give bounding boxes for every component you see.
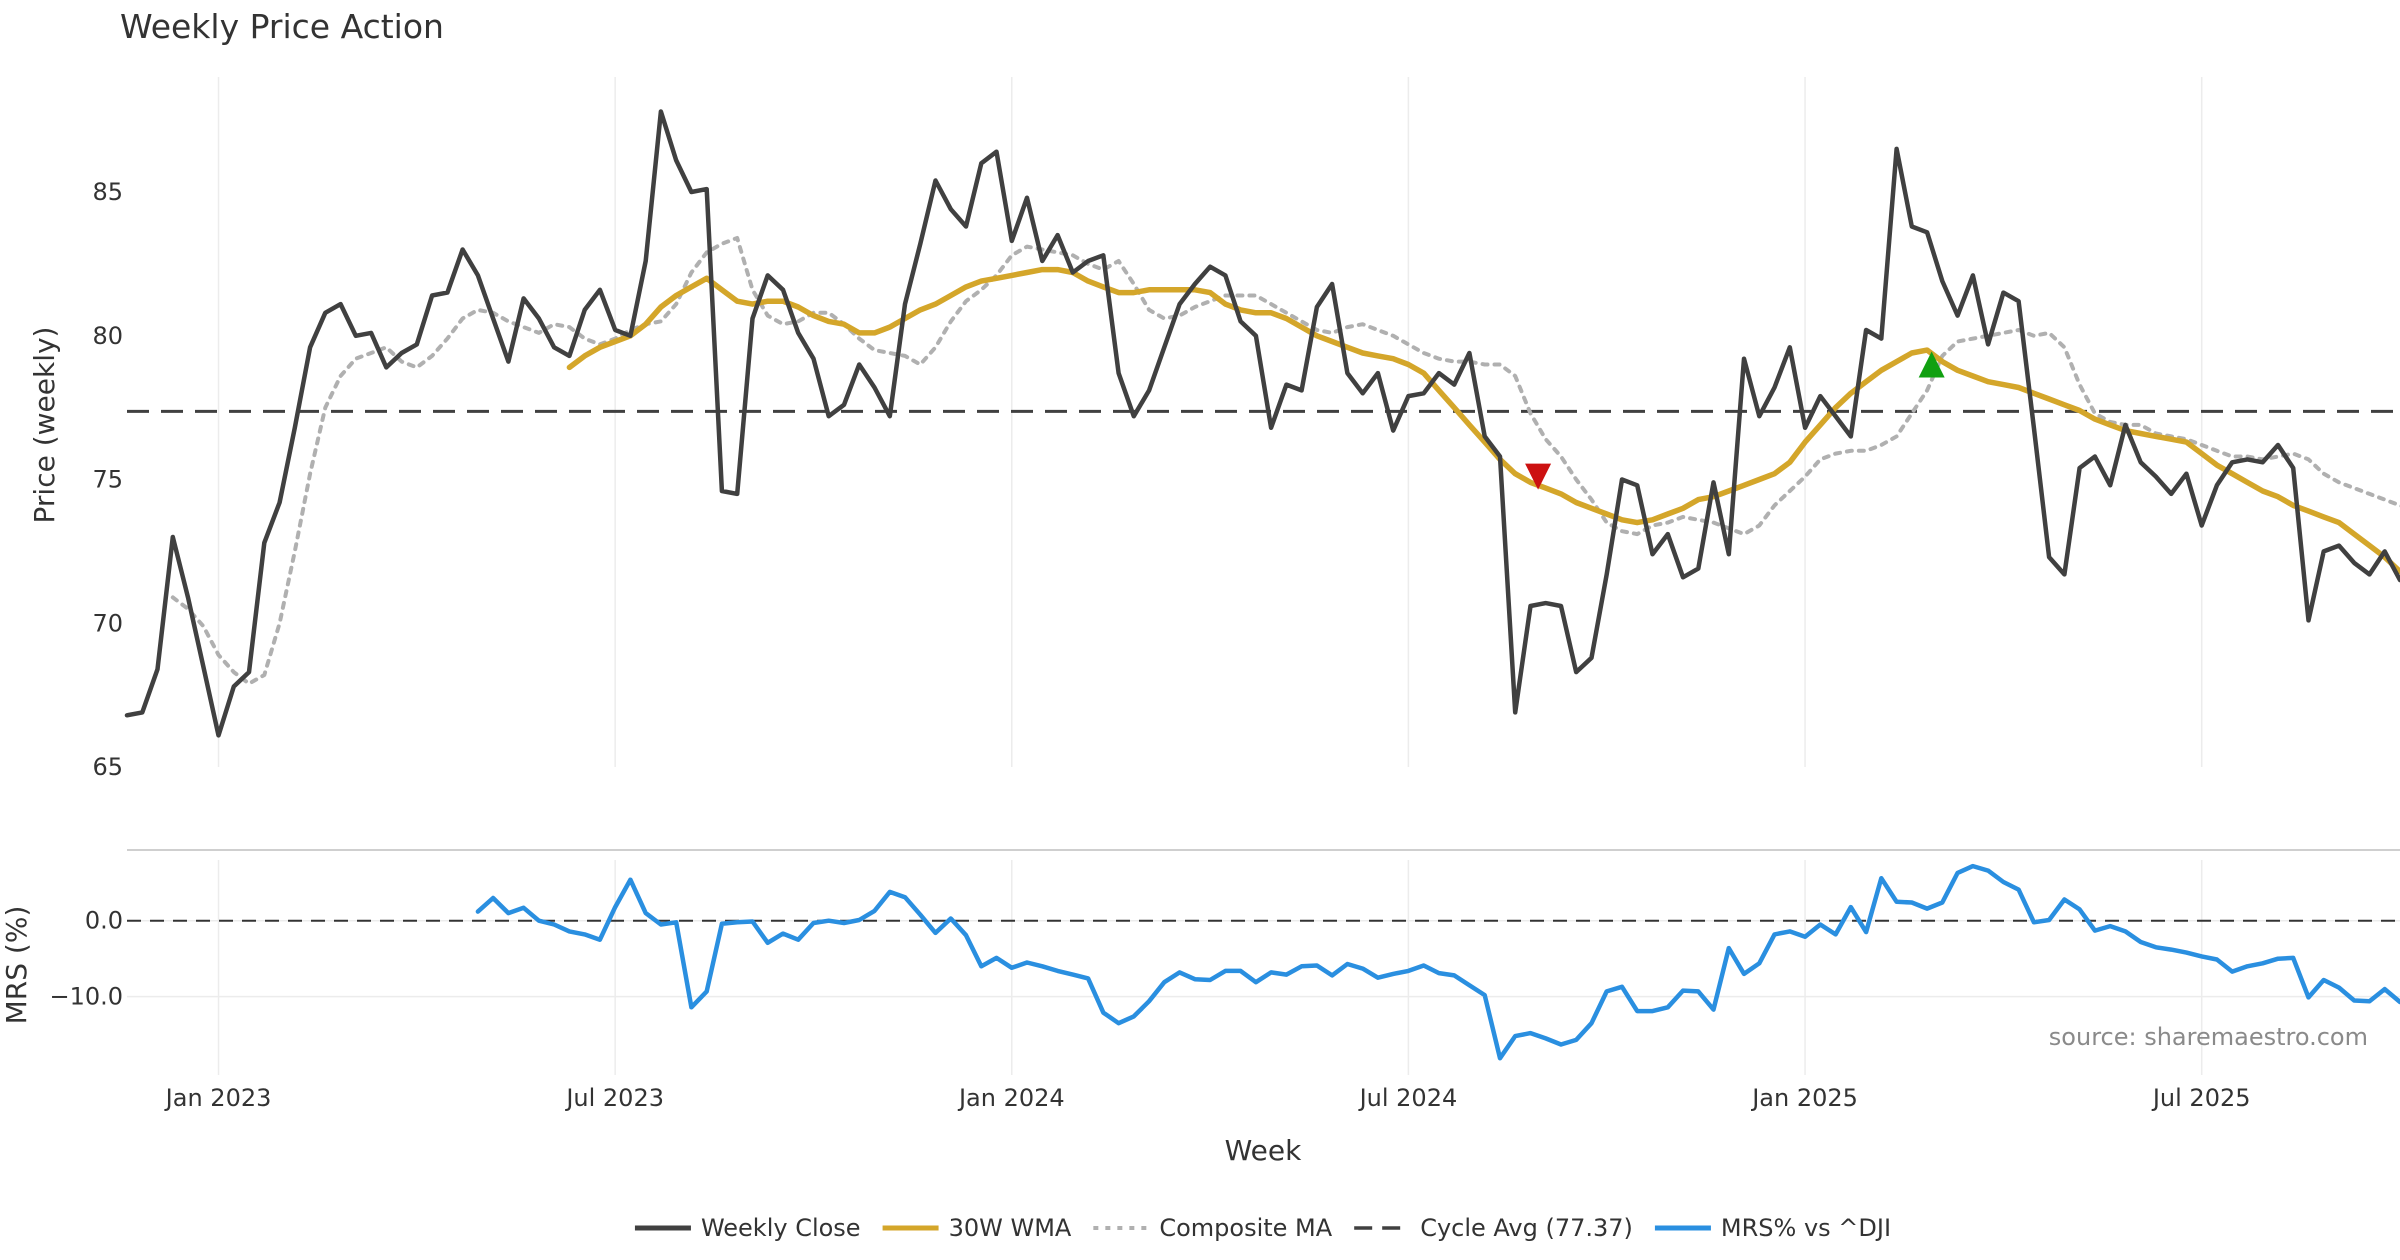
mrs-panel: MRS (%) 0.0 −10.0 source: sharemaestro.co… <box>0 863 2400 1061</box>
mrs-y-ticks: 0.0 −10.0 <box>49 907 123 1011</box>
signal-markers <box>1525 351 1945 490</box>
chart-title: Weekly Price Action <box>120 7 444 46</box>
mrs-axis-title: MRS (%) <box>0 906 33 1025</box>
x-tick-label: Jul 2025 <box>2151 1084 2251 1112</box>
grid <box>127 77 2400 1075</box>
composite-ma-line <box>170 236 2400 686</box>
price-y-tick-label: 70 <box>92 609 123 637</box>
buy-signal-marker <box>1918 351 1945 378</box>
source-note: source: sharemaestro.com <box>2049 1023 2368 1051</box>
mrs-line <box>475 863 2400 1061</box>
price-panel: Price (weekly) 65 70 75 80 85 <box>28 109 2400 781</box>
mrs-y-tick-label: −10.0 <box>49 983 123 1011</box>
legend-label: Weekly Close <box>701 1214 861 1242</box>
legend-label: Cycle Avg (77.37) <box>1420 1214 1633 1242</box>
wma-30w-line <box>566 266 2400 575</box>
price-y-tick-label: 80 <box>92 322 123 350</box>
legend-label: Composite MA <box>1159 1214 1332 1242</box>
x-tick-label: Jan 2023 <box>164 1084 272 1112</box>
legend: Weekly Close 30W WMA Composite MA Cycle Avg… <box>634 1214 1891 1242</box>
price-axis-title: Price (weekly) <box>28 327 61 524</box>
price-y-tick-label: 75 <box>92 466 123 494</box>
price-lines <box>124 109 2400 738</box>
mrs-lines <box>127 863 2400 1061</box>
legend-label: 30W WMA <box>949 1214 1072 1242</box>
x-tick-label: Jul 2023 <box>564 1084 664 1112</box>
mrs-y-tick-label: 0.0 <box>85 907 123 935</box>
x-tick-label: Jul 2024 <box>1358 1084 1458 1112</box>
weekly-close-line <box>124 109 2400 738</box>
x-tick-label: Jan 2025 <box>1750 1084 1858 1112</box>
sell-signal-marker <box>1525 463 1552 490</box>
price-y-tick-label: 85 <box>92 178 123 206</box>
price-y-tick-label: 65 <box>92 753 123 781</box>
x-tick-label: Jan 2024 <box>957 1084 1065 1112</box>
x-axis-title: Week <box>1225 1134 1302 1167</box>
price-y-ticks: 65 70 75 80 85 <box>92 178 123 781</box>
legend-label: MRS% vs ^DJI <box>1721 1214 1891 1242</box>
x-ticks: Jan 2023 Jul 2023 Jan 2024 Jul 2024 Jan 2025… <box>164 1084 2251 1112</box>
